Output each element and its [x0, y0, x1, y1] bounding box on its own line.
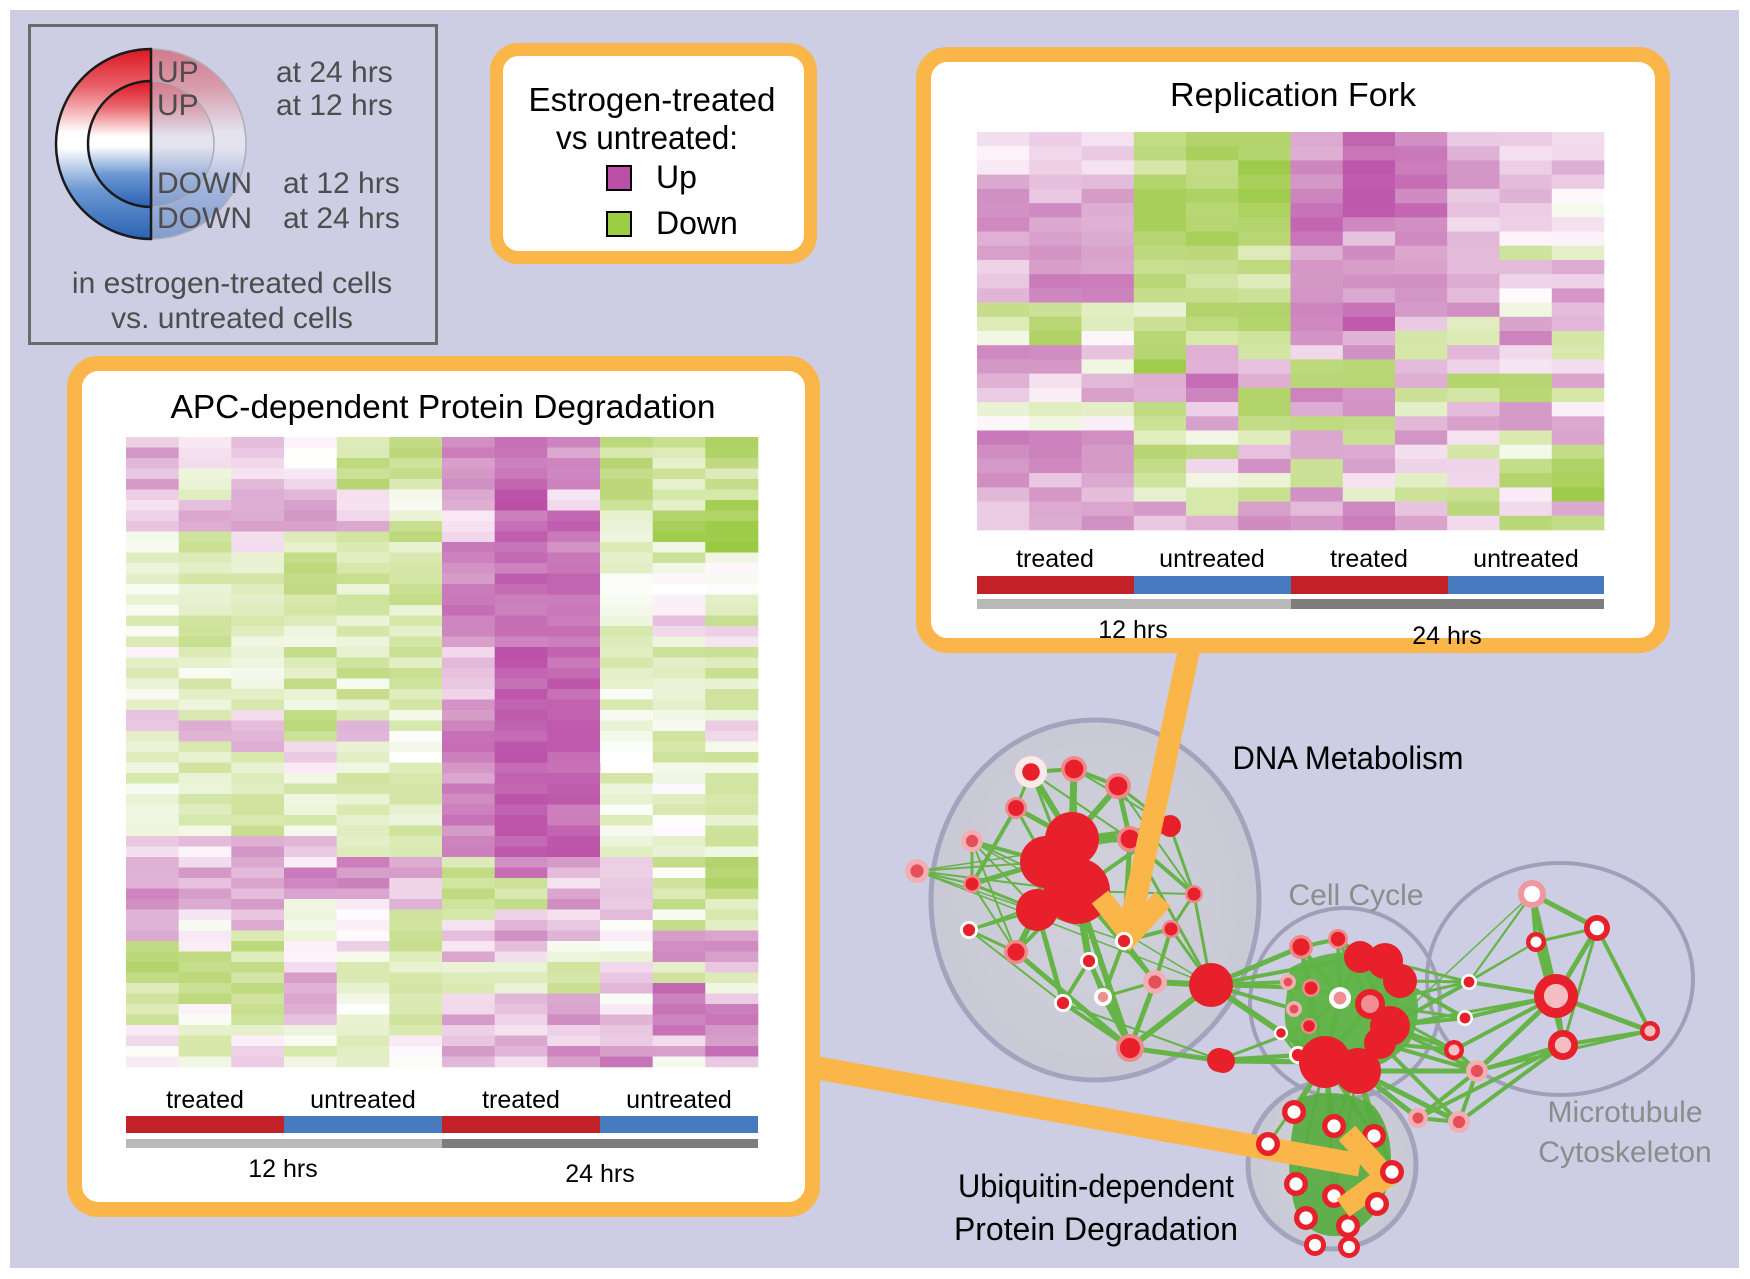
svg-text:treated: treated [482, 1086, 560, 1114]
svg-text:Estrogen-treated: Estrogen-treated [529, 81, 776, 118]
svg-text:at 12 hrs: at 12 hrs [276, 89, 393, 122]
svg-text:24 hrs: 24 hrs [565, 1160, 634, 1188]
svg-text:at 12 hrs: at 12 hrs [283, 167, 400, 200]
svg-text:treated: treated [166, 1086, 244, 1114]
svg-text:24 hrs: 24 hrs [1412, 622, 1481, 650]
svg-text:DOWN: DOWN [157, 167, 252, 200]
svg-text:Protein Degradation: Protein Degradation [954, 1211, 1238, 1247]
svg-text:at 24 hrs: at 24 hrs [276, 56, 393, 89]
svg-text:DOWN: DOWN [157, 202, 252, 235]
svg-text:untreated: untreated [1473, 545, 1579, 573]
svg-text:Replication Fork: Replication Fork [1170, 76, 1417, 113]
svg-text:Down: Down [656, 205, 738, 241]
svg-text:untreated: untreated [1159, 545, 1265, 573]
svg-text:DNA Metabolism: DNA Metabolism [1233, 740, 1464, 776]
svg-text:untreated: untreated [310, 1086, 416, 1114]
svg-text:Microtubule: Microtubule [1547, 1096, 1702, 1129]
svg-text:at 24 hrs: at 24 hrs [283, 202, 400, 235]
svg-text:UP: UP [157, 89, 199, 122]
svg-text:Cell Cycle: Cell Cycle [1288, 879, 1423, 912]
svg-text:12 hrs: 12 hrs [248, 1155, 317, 1183]
svg-text:Ubiquitin-dependent: Ubiquitin-dependent [958, 1168, 1234, 1204]
svg-text:treated: treated [1330, 545, 1408, 573]
svg-text:vs untreated:: vs untreated: [556, 119, 738, 156]
svg-text:UP: UP [157, 56, 199, 89]
svg-text:Cytoskeleton: Cytoskeleton [1538, 1136, 1711, 1169]
svg-text:vs. untreated cells: vs. untreated cells [111, 302, 353, 335]
svg-text:Up: Up [656, 159, 697, 195]
svg-text:treated: treated [1016, 545, 1094, 573]
svg-text:APC-dependent Protein Degradat: APC-dependent Protein Degradation [171, 388, 716, 425]
svg-text:12 hrs: 12 hrs [1098, 616, 1167, 644]
svg-text:untreated: untreated [626, 1086, 732, 1114]
svg-text:in estrogen-treated cells: in estrogen-treated cells [72, 267, 392, 300]
